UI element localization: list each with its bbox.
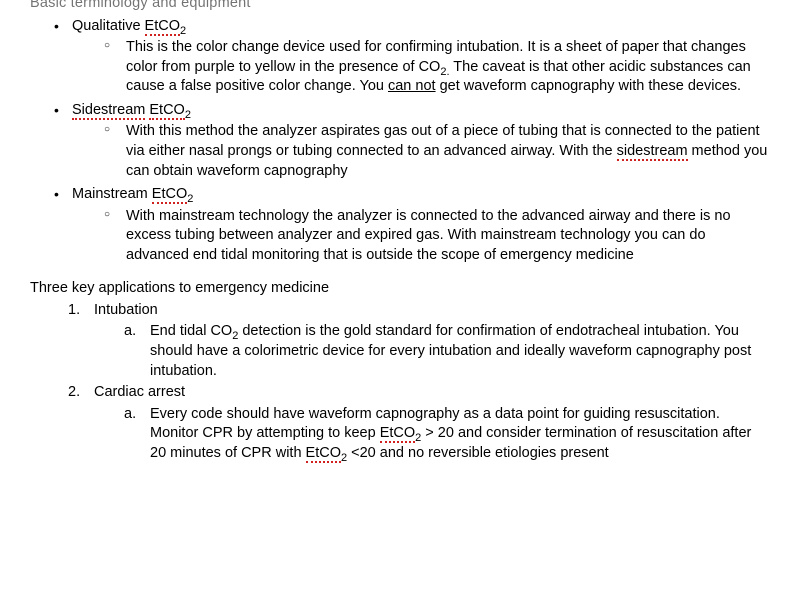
sub-item: With mainstream technology the analyzer … bbox=[126, 207, 770, 266]
spellcheck-word: EtCO bbox=[306, 445, 341, 463]
list-marker: a. bbox=[124, 322, 136, 342]
text: get waveform capnography with these devi… bbox=[436, 78, 741, 94]
alpha-list: a. Every code should have waveform capno… bbox=[72, 405, 770, 464]
text: <20 and no reversible etiologies present bbox=[347, 445, 609, 461]
list-item: Sidestream EtCO2 With this method the an… bbox=[72, 101, 770, 181]
sub-item: This is the color change device used for… bbox=[126, 38, 770, 97]
list-marker: a. bbox=[124, 405, 136, 425]
list-item: Mainstream EtCO2 With mainstream technol… bbox=[72, 185, 770, 265]
text: detection is the gold standard for confi… bbox=[150, 323, 751, 378]
text: With mainstream technology the analyzer … bbox=[126, 208, 731, 263]
spellcheck-word: Sidestream bbox=[72, 102, 145, 120]
sub-list: With mainstream technology the analyzer … bbox=[72, 207, 770, 266]
terminology-list: Qualitative EtCO2 This is the color chan… bbox=[30, 17, 770, 266]
applications-list: 1. Intubation a. End tidal CO2 detection… bbox=[30, 301, 770, 464]
alpha-list: a. End tidal CO2 detection is the gold s… bbox=[72, 322, 770, 381]
text: Every code should have waveform capnogra… bbox=[128, 405, 770, 464]
alpha-item: a. End tidal CO2 detection is the gold s… bbox=[128, 322, 770, 381]
section-heading: Three key applications to emergency medi… bbox=[30, 279, 770, 299]
list-item: Qualitative EtCO2 This is the color chan… bbox=[72, 17, 770, 97]
spellcheck-word: EtCO bbox=[145, 18, 180, 36]
item-label: Intubation bbox=[72, 301, 770, 321]
spellcheck-word: EtCO bbox=[152, 186, 187, 204]
text: End tidal CO2 detection is the gold stan… bbox=[128, 322, 770, 381]
text: End tidal CO bbox=[150, 323, 232, 339]
list-marker: 2. bbox=[68, 383, 80, 403]
underlined-text: can not bbox=[388, 78, 436, 94]
spellcheck-word: EtCO bbox=[380, 425, 415, 443]
text: Mainstream bbox=[72, 186, 152, 202]
text: Qualitative bbox=[72, 18, 145, 34]
header-cut: Basic terminology and equipment bbox=[30, 0, 770, 14]
sub-item: With this method the analyzer aspirates … bbox=[126, 122, 770, 181]
subscript: 2 bbox=[187, 193, 193, 205]
alpha-item: a. Every code should have waveform capno… bbox=[128, 405, 770, 464]
subscript: 2 bbox=[185, 109, 191, 121]
list-marker: 1. bbox=[68, 301, 80, 321]
subscript: 2. bbox=[440, 66, 449, 78]
spellcheck-word: EtCO bbox=[149, 102, 184, 120]
item-label: Cardiac arrest bbox=[72, 383, 770, 403]
document-page: Basic terminology and equipment Qualitat… bbox=[0, 0, 800, 463]
list-item: 1. Intubation a. End tidal CO2 detection… bbox=[72, 301, 770, 381]
spellcheck-word: sidestream bbox=[617, 143, 688, 161]
sub-list: With this method the analyzer aspirates … bbox=[72, 122, 770, 181]
item-label: Sidestream EtCO2 bbox=[72, 102, 191, 118]
item-label: Mainstream EtCO2 bbox=[72, 186, 193, 202]
sub-list: This is the color change device used for… bbox=[72, 38, 770, 97]
list-item: 2. Cardiac arrest a. Every code should h… bbox=[72, 383, 770, 463]
item-label: Qualitative EtCO2 bbox=[72, 18, 186, 34]
subscript: 2 bbox=[180, 24, 186, 36]
